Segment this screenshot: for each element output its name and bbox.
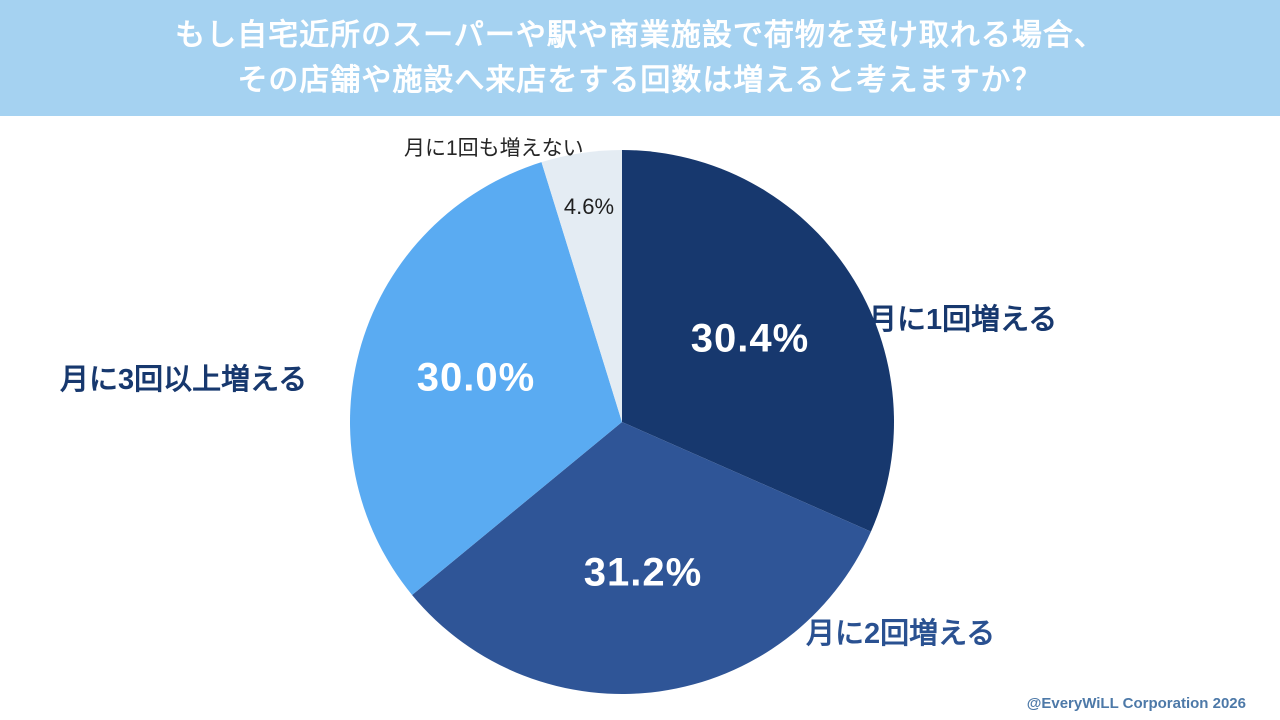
slice-label-increase-3plus-per-month: 月に3回以上増える xyxy=(60,364,308,396)
pie-value-label-2: 30.0% xyxy=(416,355,536,400)
slice-label-increase-2-per-month: 月に2回増える xyxy=(806,618,996,650)
pie-slice-2 xyxy=(349,162,622,595)
pie-value-label-3: 4.6% xyxy=(563,194,615,219)
survey-question-line1: もし自宅近所のスーパーや駅や商業施設で荷物を受け取れる場合、 xyxy=(175,19,1105,52)
pie-value-label-1: 31.2% xyxy=(583,550,703,595)
slice-label-increase-1-per-month: 月に1回増える xyxy=(868,304,1058,336)
credit: @EveryWiLL Corporation 2026 xyxy=(1026,695,1246,712)
pie-slice-1 xyxy=(412,422,871,694)
slice-label-no-increase: 月に1回も増えない xyxy=(404,137,584,160)
pie-value-label-0: 30.4% xyxy=(690,316,810,361)
survey-question-line2: その店舗や施設へ来店をする回数は増えると考えますか？ xyxy=(237,64,1043,97)
pie-slice-0 xyxy=(622,150,894,532)
pie-slice-3 xyxy=(541,150,622,422)
survey-question-banner: もし自宅近所のスーパーや駅や商業施設で荷物を受け取れる場合、 その店舗や施設へ来… xyxy=(0,0,1280,116)
